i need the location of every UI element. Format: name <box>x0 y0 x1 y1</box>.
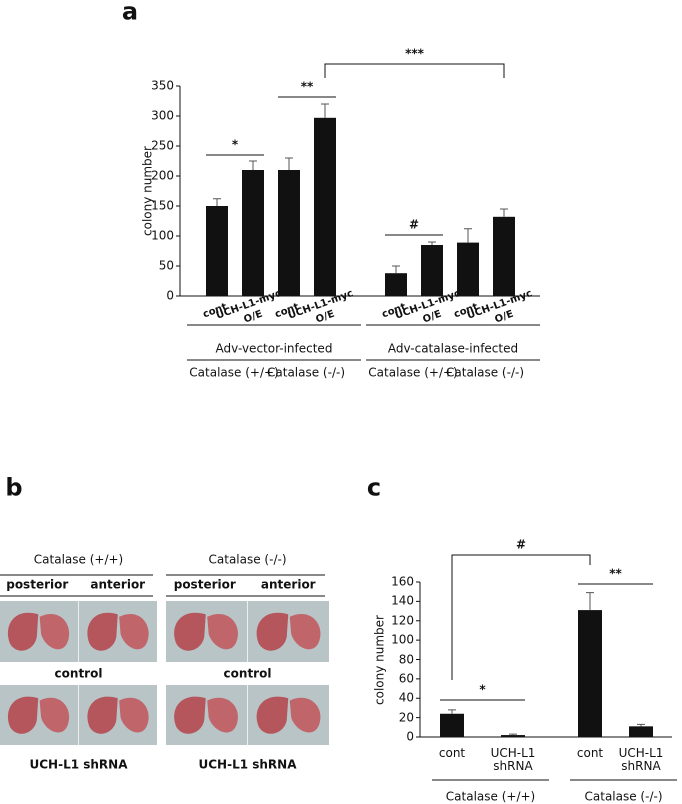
y-tick-label: 0 <box>166 288 174 303</box>
group-label: Adv-catalase-infected <box>387 341 519 356</box>
lung-photo <box>174 696 206 734</box>
y-axis-label: colony number <box>372 614 387 705</box>
lung-photo <box>174 612 206 651</box>
bar <box>440 713 464 737</box>
lung-photo <box>256 612 289 651</box>
y-tick-label: 150 <box>151 198 174 213</box>
row-label: control <box>54 666 103 681</box>
lung-photo <box>119 613 149 650</box>
row-label: UCH-L1 shRNA <box>29 757 128 772</box>
column-title: Catalase (+/+) <box>33 552 124 567</box>
error-bar <box>448 709 456 714</box>
view-label: posterior <box>173 577 236 592</box>
view-label: anterior <box>260 577 316 592</box>
y-tick-label: 300 <box>151 108 174 123</box>
lung-photo <box>39 697 70 733</box>
lung-photo <box>207 613 238 650</box>
error-bar <box>249 160 257 170</box>
group-label: Catalase (-/-) <box>584 789 663 804</box>
bar <box>578 610 602 737</box>
subgroup-label: Catalase (-/-) <box>267 365 345 380</box>
row-label: UCH-L1 shRNA <box>198 757 297 772</box>
error-bar <box>428 241 436 245</box>
lung-photo <box>7 696 39 734</box>
column-title: Catalase (-/-) <box>208 552 287 567</box>
y-tick-label: 200 <box>151 168 174 183</box>
view-label: anterior <box>90 577 146 592</box>
bar <box>242 170 264 296</box>
x-tick-label: cont <box>576 746 604 760</box>
lung-photo <box>7 612 39 651</box>
error-bar <box>509 733 517 736</box>
error-bar <box>500 208 508 217</box>
y-tick-label: 160 <box>391 574 414 589</box>
y-tick-label: 80 <box>398 652 414 666</box>
group-label: Catalase (+/+) <box>445 789 536 804</box>
significance-label: * <box>479 682 486 697</box>
bar <box>501 735 525 737</box>
significance-bracket <box>451 554 591 680</box>
significance-label: ** <box>609 566 622 581</box>
bar <box>629 726 653 737</box>
y-tick-label: 50 <box>158 258 174 273</box>
y-tick-label: 0 <box>406 729 414 744</box>
y-tick-label: 100 <box>151 228 174 243</box>
error-bar <box>321 103 329 118</box>
bar <box>278 170 300 296</box>
lung-photo <box>87 696 118 734</box>
lung-photo <box>119 697 149 733</box>
y-tick-label: 60 <box>398 671 414 686</box>
significance-label: *** <box>405 46 424 61</box>
y-tick-label: 250 <box>151 138 174 153</box>
error-bar <box>586 592 594 611</box>
significance-label: # <box>408 217 420 232</box>
lung-photo <box>39 613 70 650</box>
significance-label: * <box>231 137 239 152</box>
bar <box>493 216 515 296</box>
error-bar <box>637 723 645 727</box>
lung-photo <box>289 697 321 733</box>
lung-photo <box>207 697 238 733</box>
subgroup-label: Catalase (-/-) <box>446 365 524 380</box>
view-label: posterior <box>6 577 69 592</box>
significance-label: ** <box>300 79 314 94</box>
significance-bracket <box>324 63 505 78</box>
y-tick-label: 100 <box>391 632 414 647</box>
y-tick-label: 140 <box>391 593 414 608</box>
error-bar <box>213 198 221 206</box>
subgroup-label: Catalase (+/+) <box>368 365 458 380</box>
significance-label: # <box>515 537 527 552</box>
y-tick-label: 120 <box>391 613 414 628</box>
y-tick-label: 20 <box>398 710 414 725</box>
panel-label: a <box>121 0 139 26</box>
lung-photo <box>256 696 289 734</box>
subgroup-label: Catalase (+/+) <box>189 365 279 380</box>
panel-label: c <box>366 473 382 502</box>
bar <box>457 242 479 296</box>
x-tick-label: cont <box>438 746 466 760</box>
error-bar <box>392 265 400 274</box>
y-tick-label: 40 <box>398 690 414 705</box>
error-bar <box>464 228 472 243</box>
row-label: control <box>223 666 272 681</box>
y-axis-label: colony number <box>140 146 155 236</box>
bar <box>314 117 336 296</box>
bar <box>385 273 407 296</box>
group-label: Adv-vector-infected <box>215 341 333 356</box>
lung-photo <box>289 613 321 650</box>
x-tick-label: UCH-L1 shRNA <box>618 746 664 773</box>
panel-label: b <box>5 473 23 502</box>
y-tick-label: 350 <box>151 78 174 93</box>
lung-photo <box>87 612 118 651</box>
bar <box>421 245 443 296</box>
bar <box>206 206 228 296</box>
x-tick-label: UCH-L1 shRNA <box>490 746 536 773</box>
error-bar <box>285 157 293 170</box>
